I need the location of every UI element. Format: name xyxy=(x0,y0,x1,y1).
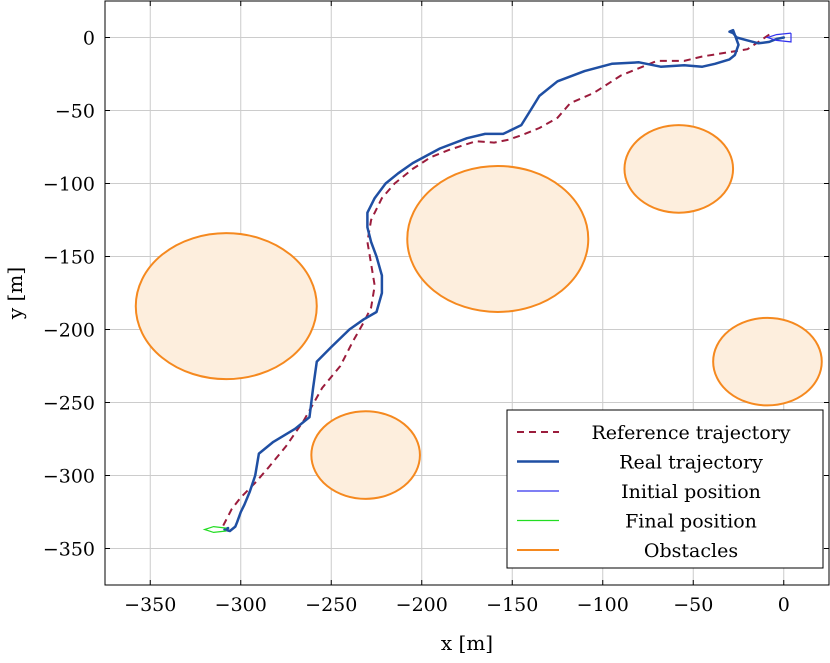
y-tick-label: 0 xyxy=(83,28,95,50)
axis-ticks: −350 −300 −250 −200 −150 −100 −50 0 0 −50 −100 −150… xyxy=(43,1,829,616)
legend-label: Obstacles xyxy=(644,540,738,562)
y-tick-label: −200 xyxy=(43,320,95,342)
legend-label: Real trajectory xyxy=(619,452,763,474)
legend: Reference trajectory Real trajectory Initi… xyxy=(506,409,824,569)
x-tick-label: 0 xyxy=(778,594,790,616)
x-tick-label: −150 xyxy=(486,594,538,616)
y-tick-label: −100 xyxy=(43,174,95,196)
x-axis-label: x [m] xyxy=(441,631,493,655)
obstacle-circle xyxy=(134,232,318,381)
legend-label: Reference trajectory xyxy=(591,422,790,444)
y-tick-label: −50 xyxy=(55,101,95,123)
x-tick-label: −50 xyxy=(673,594,713,616)
y-tick-label: −150 xyxy=(43,247,95,269)
obstacle-circle xyxy=(310,410,421,500)
x-tick-label: −200 xyxy=(396,594,448,616)
legend-label: Final position xyxy=(625,511,757,533)
x-tick-label: −250 xyxy=(305,594,357,616)
y-tick-label: −350 xyxy=(43,539,95,561)
reference-trajectory-line xyxy=(221,33,770,528)
series-layer xyxy=(202,28,792,534)
obstacle-circle xyxy=(406,164,590,313)
obstacles-layer xyxy=(134,124,823,500)
y-tick-label: −250 xyxy=(43,393,95,415)
obstacle-circle xyxy=(623,124,735,214)
obstacle-circle xyxy=(712,316,823,407)
legend-entries: Reference trajectory Real trajectory Initi… xyxy=(517,422,791,562)
y-axis-label: y [m] xyxy=(3,267,27,320)
real-trajectory-line xyxy=(223,28,786,533)
plot-frame xyxy=(104,0,830,586)
x-tick-label: −350 xyxy=(124,594,176,616)
x-tick-label: −100 xyxy=(577,594,629,616)
legend-box xyxy=(506,409,824,569)
final-position-marker xyxy=(202,525,227,534)
y-tick-label: −300 xyxy=(43,466,95,488)
legend-label: Initial position xyxy=(621,481,761,503)
x-tick-label: −300 xyxy=(215,594,267,616)
initial-position-marker xyxy=(765,32,792,43)
